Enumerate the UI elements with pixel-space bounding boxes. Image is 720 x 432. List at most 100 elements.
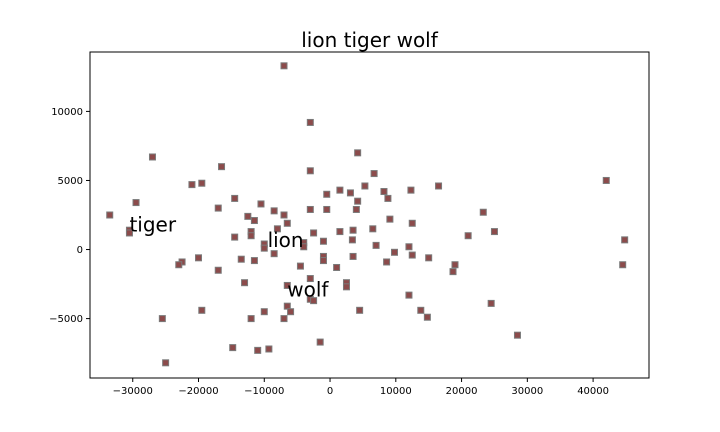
data-point [310,297,318,305]
data-point [323,190,331,198]
data-point [383,258,391,266]
data-point [148,153,156,161]
data-point [423,313,431,321]
data-point [407,186,415,194]
data-point [247,232,255,240]
data-point [214,266,222,274]
data-point [390,248,398,256]
data-point [621,236,629,244]
y-axis: −5000 0 5000 10000 [49,107,90,325]
data-point [231,233,239,241]
x-tick-label: 10000 [380,386,412,397]
data-point [336,186,344,194]
data-point [260,308,268,316]
data-point [370,170,378,178]
data-point [280,315,288,323]
data-point [283,219,291,227]
data-point [479,208,487,216]
data-point [280,211,288,219]
data-point [336,228,344,236]
data-point [250,257,258,265]
data-point [247,315,255,323]
data-point [619,261,627,269]
data-point [380,188,388,196]
data-point [162,359,170,367]
data-point [254,346,262,354]
data-point [386,215,394,223]
data-point [229,344,237,352]
data-point [158,315,166,323]
data-point [198,179,206,187]
data-point [260,244,268,252]
y-tick-label: 5000 [58,176,83,187]
data-point [319,237,327,245]
data-point [125,229,133,237]
data-point [306,167,314,175]
annotation-label: wolf [287,278,329,302]
data-point [405,291,413,299]
data-point [356,306,364,314]
data-point [348,236,356,244]
data-point [195,254,203,262]
data-point [175,261,183,269]
chart-title: lion tiger wolf [301,28,439,52]
data-point [250,217,258,225]
data-point [354,197,362,205]
annotation-label: lion [268,228,304,252]
data-point [280,62,288,70]
data-point [487,299,495,307]
data-point [273,225,281,233]
data-point [306,205,314,213]
data-point [408,219,416,227]
data-point [287,308,295,316]
data-point [310,229,318,237]
y-tick-label: −5000 [49,314,83,325]
x-tick-label: 40000 [577,386,609,397]
data-point [323,205,331,213]
data-point [270,207,278,215]
data-point [449,268,457,276]
data-point [352,205,360,213]
y-tick-label: 0 [77,245,83,256]
data-point [361,182,369,190]
data-point [464,232,472,240]
data-point [372,241,380,249]
data-point [265,345,273,353]
data-point [405,243,413,251]
data-point [300,243,308,251]
data-point [369,225,377,233]
data-point [296,262,304,270]
data-point [490,228,498,236]
x-tick-label: −20000 [178,386,218,397]
data-point [435,182,443,190]
data-point [237,255,245,263]
data-point [354,149,362,157]
x-tick-label: 0 [327,386,333,397]
data-point [602,176,610,184]
data-point [257,200,265,208]
y-tick-label: 10000 [51,107,83,118]
data-point [306,118,314,126]
data-point [451,261,459,269]
x-tick-label: −10000 [244,386,284,397]
data-point [425,254,433,262]
data-point [349,226,357,234]
x-tick-label: 30000 [511,386,543,397]
data-point [384,194,392,202]
x-tick-label: −30000 [113,386,153,397]
x-axis: −30000 −20000 −10000 0 10000 20000 30000 40000 [113,378,609,397]
data-point [188,181,196,189]
data-point [244,212,252,220]
data-point [349,252,357,260]
data-point [270,250,278,258]
x-tick-label: 20000 [446,386,478,397]
data-point [214,204,222,212]
plot-frame [89,51,650,379]
data-point [342,283,350,291]
data-point [241,279,249,287]
data-point [319,257,327,265]
data-point [346,189,354,197]
data-point [333,263,341,271]
